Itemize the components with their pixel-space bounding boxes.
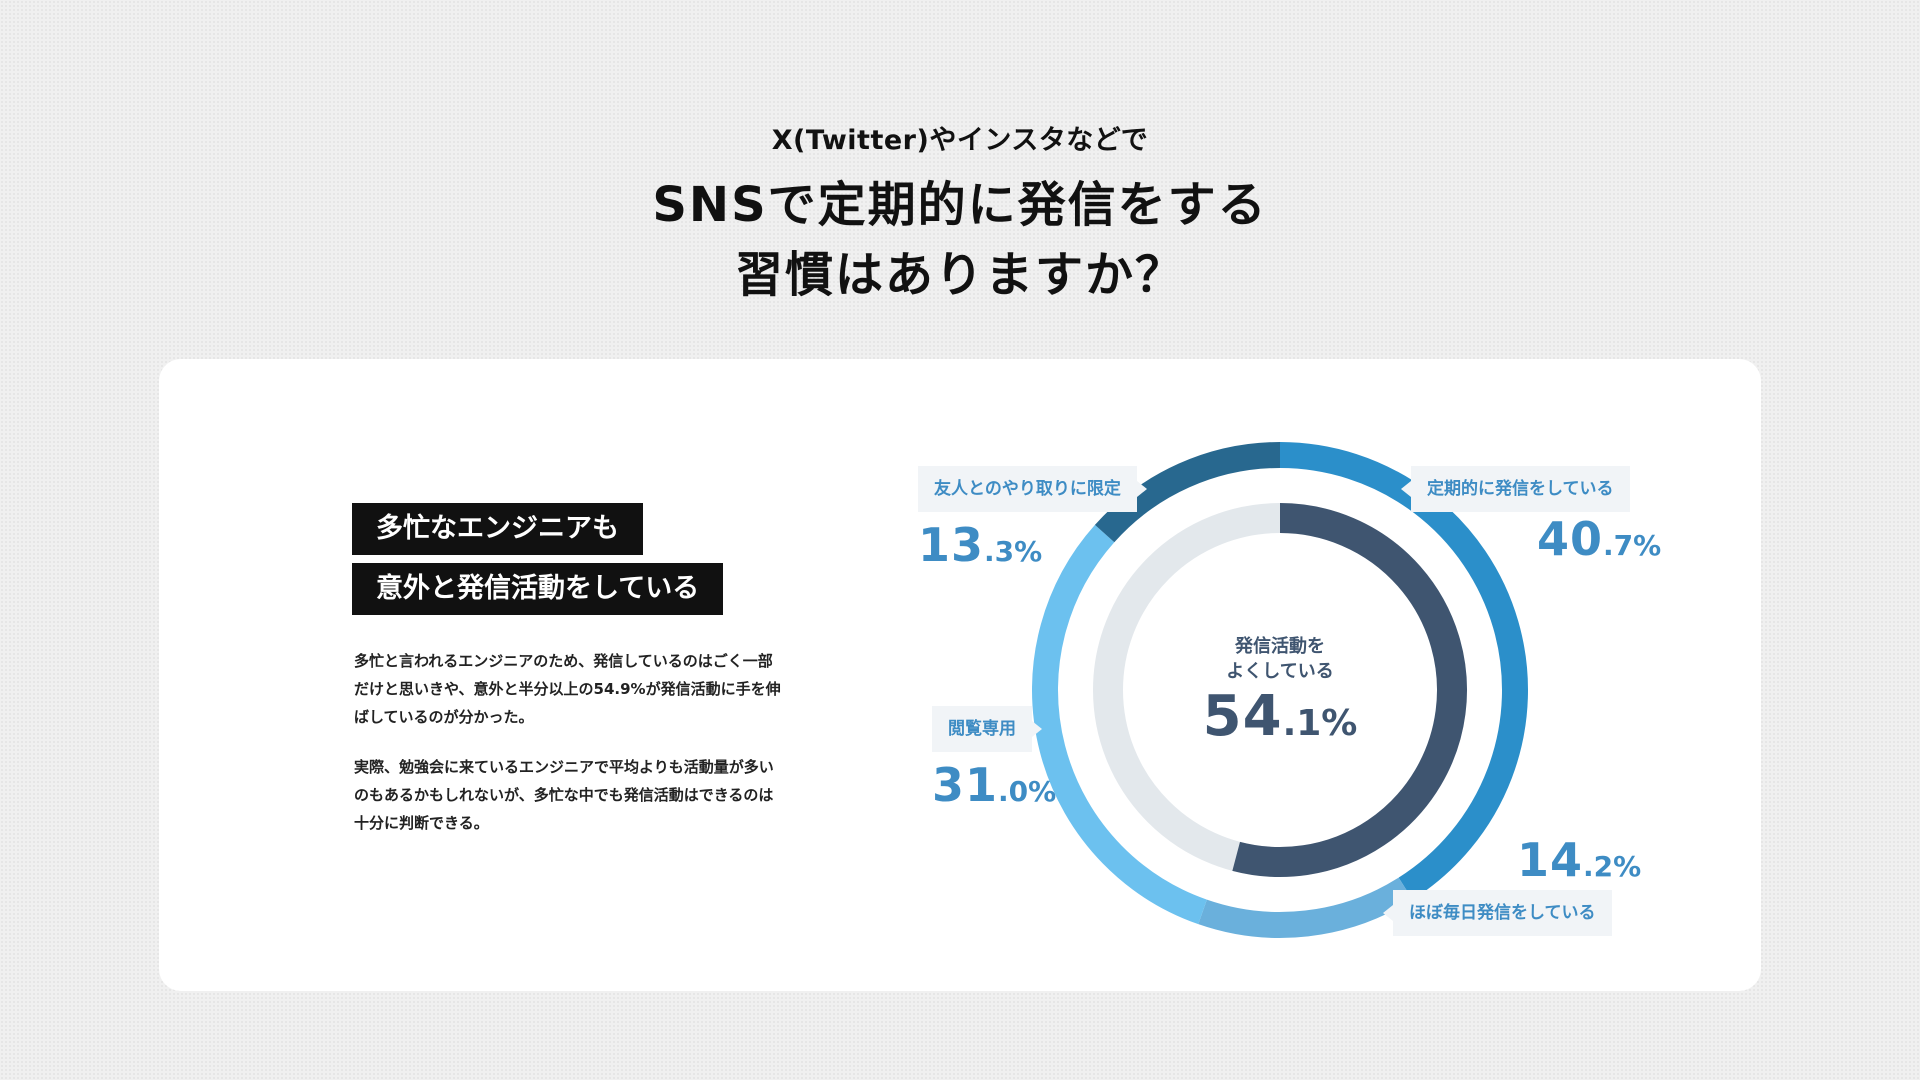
inner-value: 54.1% xyxy=(1130,684,1430,749)
donut-slice-regular xyxy=(1279,442,1528,900)
slice-value-friends-dec: .3% xyxy=(984,535,1043,568)
summary-tag-line1: 多忙なエンジニアも xyxy=(352,503,643,555)
heading-title-line2: 習慣はありますか？ xyxy=(734,247,1185,303)
inner-label-line1: 発信活動を xyxy=(1235,636,1325,657)
slice-value-daily-int: 14 xyxy=(1517,833,1584,887)
slice-value-view-only: 31.0% xyxy=(932,758,1056,812)
summary-paragraph-2-line: 十分に判断できる。 xyxy=(354,814,489,832)
heading-title-line1: SNSで定期的に発信をする xyxy=(652,177,1268,233)
heading-title: SNSで定期的に発信をする 習慣はありますか？ xyxy=(0,170,1920,310)
slice-value-friends: 13.3% xyxy=(918,518,1042,572)
inner-label: 発信活動を よくしている xyxy=(1180,634,1380,684)
inner-value-dec: .1% xyxy=(1282,703,1358,744)
heading-subtitle: X(Twitter)やインスタなどで xyxy=(771,125,1149,156)
slice-label-view-only: 閲覧専用 xyxy=(932,706,1042,752)
slice-label-regular: 定期的に発信をしている xyxy=(1401,466,1630,512)
inner-ring-progress xyxy=(1232,503,1467,877)
summary-paragraph-1: 多忙と言われるエンジニアのため、発信しているのはごく一部 だけと思いきや、意外と… xyxy=(354,647,814,731)
slice-label-friends: 友人とのやり取りに限定 xyxy=(918,466,1147,512)
slice-value-regular: 40.7% xyxy=(1537,512,1661,566)
inner-value-int: 54 xyxy=(1202,684,1283,749)
slice-value-view-only-dec: .0% xyxy=(998,775,1057,808)
summary-paragraph-2-line: 実際、勉強会に来ているエンジニアで平均よりも活動量が多い xyxy=(354,758,774,776)
slice-value-regular-int: 40 xyxy=(1537,512,1604,566)
content-card xyxy=(159,359,1761,991)
inner-label-line2: よくしている xyxy=(1226,661,1334,682)
summary-paragraph-2: 実際、勉強会に来ているエンジニアで平均よりも活動量が多い のもあるかもしれないが… xyxy=(354,753,814,837)
slice-value-regular-dec: .7% xyxy=(1603,529,1662,562)
slice-value-daily: 14.2% xyxy=(1517,833,1641,887)
summary-paragraph-1-line: ばしているのが分かった。 xyxy=(354,708,534,726)
donut-slice-daily xyxy=(1198,877,1413,938)
donut-slice-view-only xyxy=(1032,524,1207,925)
slice-value-view-only-int: 31 xyxy=(932,758,999,812)
summary-tag-line2: 意外と発信活動をしている xyxy=(352,563,724,615)
slice-label-daily: ほぼ毎日発信をしている xyxy=(1383,890,1612,936)
donut-chart xyxy=(1032,442,1528,938)
summary-paragraph-1-line: だけと思いきや、意外と半分以上の54.9%が発信活動に手を伸 xyxy=(354,680,781,698)
summary-paragraph-1-line: 多忙と言われるエンジニアのため、発信しているのはごく一部 xyxy=(354,652,773,670)
slice-value-daily-dec: .2% xyxy=(1583,850,1642,883)
summary-paragraph-2-line: のもあるかもしれないが、多忙な中でも発信活動はできるのは xyxy=(354,786,774,804)
donut-slice-friends xyxy=(1094,442,1281,543)
slice-value-friends-int: 13 xyxy=(918,518,985,572)
